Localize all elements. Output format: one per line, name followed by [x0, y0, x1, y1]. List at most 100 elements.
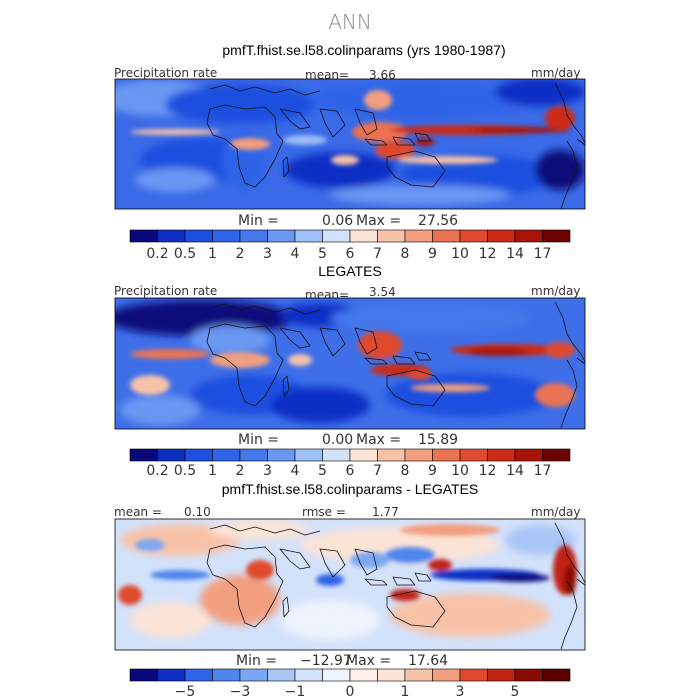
colorbar-swatch: [267, 229, 296, 243]
colorbar-swatch: [459, 229, 488, 243]
colorbar-swatch: [294, 448, 323, 462]
colorbar-tick-label: 6: [346, 463, 355, 479]
colorbar-swatch: [129, 668, 158, 682]
colorbar-swatch: [514, 448, 543, 462]
coastline-segment: [576, 578, 586, 586]
coastline-segment: [386, 150, 446, 188]
colorbar-tick-label: 1: [208, 463, 217, 479]
coastline-segment: [279, 108, 311, 130]
coastline-segment: [414, 351, 432, 361]
panel2-units: mm/day: [531, 284, 581, 298]
colorbar-tick-label: −3: [230, 684, 251, 700]
coastline-segment: [209, 84, 321, 96]
page-title: ANN: [328, 10, 372, 34]
colorbar-difference: −5 −3 −1 0 1 3 5: [129, 668, 571, 700]
colorbar-tick-label: 3: [263, 463, 272, 479]
colorbar-tick-label: 0.2: [146, 463, 168, 479]
colorbar-observed: 0.2 0.5 1 2 3 4 5 6 7 8 9 10 12 14 17: [129, 448, 571, 479]
colorbar-tick-label: 12: [479, 463, 497, 479]
colorbar-swatch: [267, 668, 296, 682]
colorbar-swatch: [542, 229, 571, 243]
colorbar-swatch: [129, 448, 158, 462]
colorbar-tick-label: 14: [506, 463, 524, 479]
panel3-max-label: Max =: [346, 653, 392, 669]
colorbar-tick-label: 9: [428, 463, 437, 479]
colorbar-tick-label: 5: [318, 246, 327, 262]
panel1-units: mm/day: [531, 66, 581, 80]
colorbar-swatch: [377, 448, 406, 462]
coastline-segment: [414, 572, 432, 582]
coastline-segment: [386, 369, 446, 407]
colorbar-swatch: [349, 448, 378, 462]
coastline-segment: [209, 524, 321, 536]
colorbar-tick-label: 3: [456, 684, 465, 700]
colorbar-swatch: [432, 229, 461, 243]
colorbar-swatch: [514, 668, 543, 682]
colorbar-swatch: [514, 229, 543, 243]
coastline-segment: [392, 136, 416, 146]
coastline-segment: [554, 522, 586, 584]
map-observed-precip: [115, 298, 585, 429]
panel1-variable-label: Precipitation rate: [114, 66, 218, 80]
panel1-max-label: Max =: [356, 213, 402, 229]
colorbar-swatch: [157, 448, 186, 462]
colorbar-tick-label: 2: [236, 463, 245, 479]
panel2-variable-label: Precipitation rate: [114, 284, 218, 298]
coastline-segment: [414, 132, 432, 142]
panel3-mean-value: 0.10: [184, 505, 211, 519]
map1-frame: [114, 78, 586, 210]
colorbar-tick-label: 10: [451, 246, 469, 262]
colorbar-swatch: [377, 668, 406, 682]
colorbar-swatch: [294, 229, 323, 243]
panel3-mean-label: mean =: [114, 505, 162, 519]
colorbar-swatch: [404, 229, 433, 243]
colorbar-tick-label: 8: [401, 246, 410, 262]
colorbar-tick-label: 4: [291, 463, 300, 479]
map2-frame: [114, 297, 586, 430]
colorbar-swatch: [404, 668, 433, 682]
map3-frame: [114, 518, 586, 651]
panel3-rmse-value: 1.77: [372, 505, 399, 519]
colorbar-swatch: [487, 229, 516, 243]
panel2-max-value: 15.89: [418, 432, 459, 448]
colorbar-swatch: [377, 229, 406, 243]
chart-subtitle: pmfT.fhist.se.l58.colinparams (yrs 1980-…: [222, 42, 506, 58]
coastline-segment: [560, 140, 578, 210]
panel1-mean-value: 3.66: [369, 68, 396, 82]
panel3-min-value: −12.97: [300, 653, 352, 669]
colorbar-tick-label: 0.5: [174, 246, 196, 262]
coastline-segment: [392, 355, 416, 365]
coastline-segment: [319, 327, 346, 357]
colorbar-swatch: [157, 668, 186, 682]
coastline-set-1: [206, 82, 586, 210]
coastline-segment: [354, 108, 378, 136]
map-model-precip: [115, 79, 585, 209]
panel2-mean-value: 3.54: [369, 285, 396, 299]
colorbar-swatch: [349, 229, 378, 243]
colorbar-tick-label: 4: [291, 246, 300, 262]
colorbar-swatch: [459, 668, 488, 682]
panel2-min-value: 0.00: [322, 432, 354, 448]
panel2-min-label: Min =: [238, 432, 280, 448]
colorbar-tick-label: −1: [285, 684, 306, 700]
colorbar-swatch: [239, 668, 268, 682]
colorbar-tick-label: 9: [428, 246, 437, 262]
coastline-segment: [576, 138, 586, 146]
panel1-min-label: Min =: [238, 213, 280, 229]
coastline-segment: [364, 138, 388, 146]
colorbar-swatch: [239, 229, 268, 243]
coastline-segment: [209, 303, 321, 315]
panel3-max-value: 17.64: [408, 653, 449, 669]
colorbar-swatch: [322, 448, 351, 462]
panel3-min-label: Min =: [236, 653, 278, 669]
colorbar-swatch: [349, 668, 378, 682]
colorbar-swatch: [157, 229, 186, 243]
coastline-segment: [206, 104, 284, 188]
colorbar-tick-label: 17: [534, 246, 552, 262]
coastline-segment: [560, 580, 578, 650]
coastline-segment: [392, 576, 416, 586]
colorbar-swatch: [212, 668, 241, 682]
colorbar-tick-label: 5: [511, 684, 520, 700]
colorbar-swatch: [487, 448, 516, 462]
